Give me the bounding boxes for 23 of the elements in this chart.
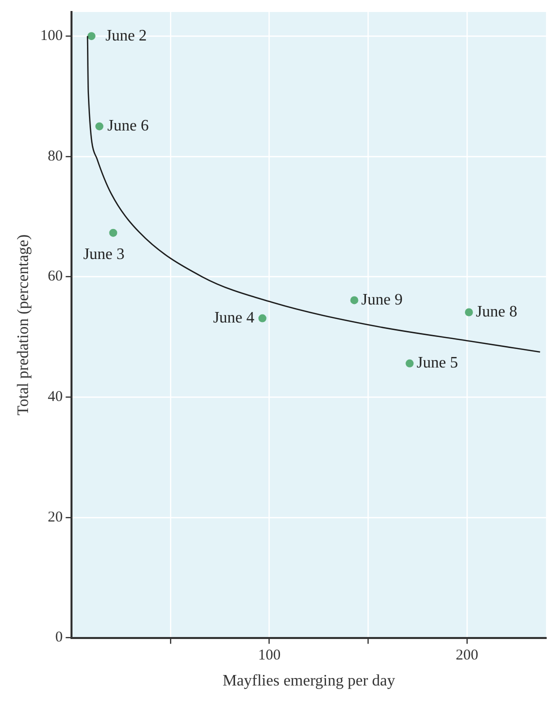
point [406,359,414,368]
annotation: June 5 [416,354,458,372]
annotation: June 2 [105,27,147,44]
y-tick-label: 80 [48,148,63,164]
annotation: June 3 [83,246,125,264]
y-tick-label: 40 [48,389,63,406]
annotation: June 6 [107,118,149,135]
annotation: June 4 [213,309,254,326]
y-axis-title: Total predation (percentage) [14,234,32,416]
y-tick-label: 0 [55,630,63,646]
annotation: June 8 [476,303,518,320]
y-tick-label: 100 [40,28,63,44]
point [109,228,118,237]
y-tick-label: 20 [48,509,63,526]
y-tick-label: 60 [48,268,63,285]
point [87,32,96,40]
x-tick-label: 200 [456,648,478,664]
point [95,122,104,130]
point [258,314,266,322]
point [350,296,358,304]
point [464,308,473,316]
x-axis-title: Mayflies emerging per day [222,672,396,690]
annotation: June 9 [361,291,403,308]
